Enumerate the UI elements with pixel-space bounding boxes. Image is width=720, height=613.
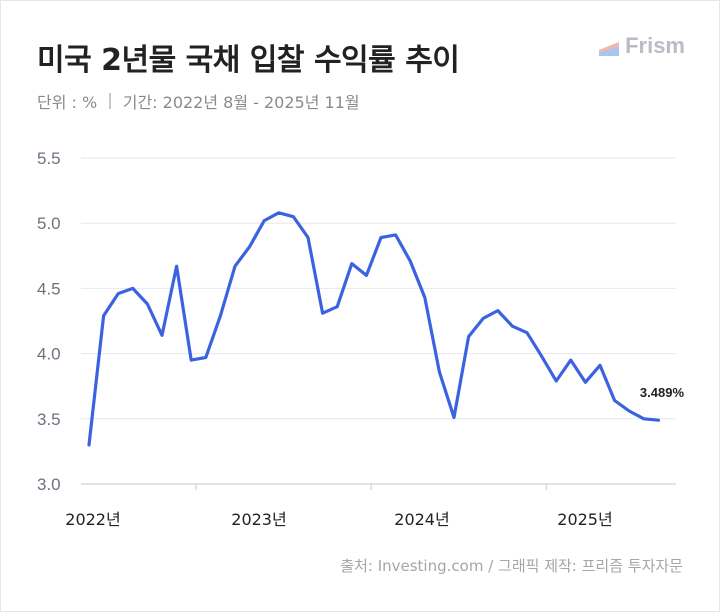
period-label: 기간: 2022년 8월 - 2025년 11월 [122,93,360,112]
brand-name: Frism [625,33,685,58]
brand-logo: Frism [599,33,685,59]
y-axis-ticks: 3.0 3.5 4.0 4.5 5.0 5.5 [37,149,61,494]
series-line [87,211,661,447]
y-tick-label: 4.5 [37,279,61,298]
y-tick-label: 3.5 [37,410,61,429]
x-axis-ticks: 2022년 2023년 2024년 2025년 [65,484,613,529]
frism-logo-icon [599,42,620,56]
y-tick-label: 5.5 [37,149,61,168]
grid-lines [81,157,676,485]
x-tick-label: 2022년 [65,510,120,529]
unit-label: 단위 : % [37,93,98,112]
y-tick-label: 5.0 [37,214,61,233]
y-tick-label: 3.0 [37,475,61,494]
end-value-label: 3.489% [640,385,685,400]
series-layer: 3.489% [87,211,685,447]
chart-subtitle: 단위 : % 기간: 2022년 8월 - 2025년 11월 [37,89,360,113]
y-tick-label: 4.0 [37,345,61,364]
x-tick-label: 2025년 [557,510,612,529]
chart-title: 미국 2년물 국채 입찰 수익률 추이 [37,43,460,78]
source-note: 출처: Investing.com / 그래픽 제작: 프리즘 투자자문 [340,557,683,575]
x-tick-label: 2023년 [231,510,286,529]
x-tick-label: 2024년 [394,510,449,529]
subtitle-divider [109,93,111,109]
